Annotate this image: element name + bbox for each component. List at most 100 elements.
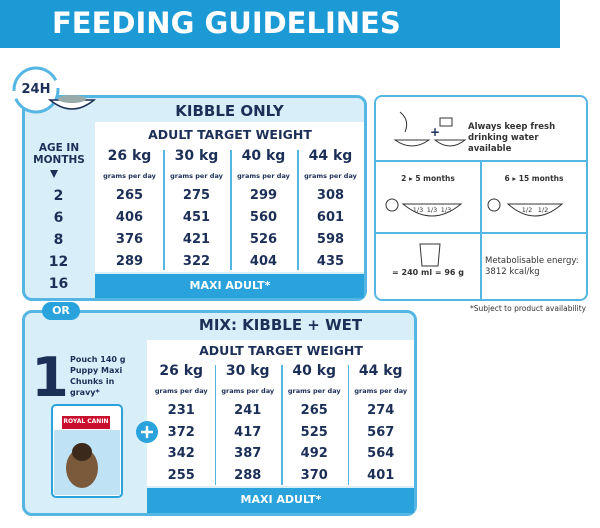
bowl-icon <box>47 99 97 110</box>
age: 8 <box>53 232 64 248</box>
kibble-icon <box>58 95 86 103</box>
age: 6 <box>53 210 64 226</box>
weight-header: 26 kg <box>107 148 152 164</box>
table-cell: 275 <box>182 188 211 203</box>
age-range: 2 ▸ 5 months <box>401 174 455 183</box>
footer-label: MAXI ADULT* <box>189 279 271 292</box>
table-cell: 322 <box>182 254 211 269</box>
unit-label: grams per day <box>354 387 408 395</box>
unit-label: grams per day <box>237 172 290 180</box>
column-divider <box>297 150 299 270</box>
table-cell: 406 <box>115 210 144 225</box>
tap-icon <box>439 117 453 127</box>
or-badge: OR <box>42 302 80 320</box>
puppy-image <box>66 448 98 488</box>
footer-label: MAXI ADULT* <box>240 493 322 506</box>
table-cell: 421 <box>182 232 211 247</box>
water-tip: Always keep fresh drinking water availab… <box>468 122 556 154</box>
table-cell: 289 <box>115 254 144 269</box>
table-title: ADULT TARGET WEIGHT <box>148 127 312 142</box>
panel-title: MIX: KIBBLE + WET <box>198 316 363 334</box>
plus-sign: + <box>430 125 440 139</box>
table-cell: 417 <box>234 424 262 440</box>
sun-icon <box>385 198 399 212</box>
table-cell: 274 <box>367 403 395 418</box>
table-cell: 255 <box>167 467 195 483</box>
page-title: FEEDING GUIDELINES <box>52 6 401 40</box>
weight-header: 44 kg <box>358 363 403 379</box>
weight-header: 44 kg <box>308 148 353 164</box>
arrow-down <box>50 170 58 178</box>
weight-header: 30 kg <box>225 363 270 379</box>
column-divider <box>230 150 232 270</box>
table-cell: 598 <box>316 232 345 247</box>
weight-header: 30 kg <box>174 148 219 164</box>
tips-panel <box>374 95 588 301</box>
table-cell: 299 <box>249 188 278 203</box>
unit-label: grams per day <box>304 172 357 180</box>
age: 16 <box>48 276 69 292</box>
bowl-icon <box>393 139 431 147</box>
table-cell: 370 <box>300 467 328 483</box>
age: 12 <box>48 254 69 270</box>
column-divider <box>347 365 349 485</box>
panel-title: KIBBLE ONLY <box>175 102 284 120</box>
table-cell: 564 <box>367 446 395 461</box>
table-cell: 560 <box>249 210 278 225</box>
table-cell: 241 <box>234 403 262 418</box>
pouch-text: Pouch 140 g Puppy Maxi Chunks in gravy* <box>70 355 126 397</box>
unit-label: grams per day <box>103 172 156 180</box>
table-cell: 342 <box>167 446 195 461</box>
bowl-icon <box>506 203 564 217</box>
column-divider <box>214 365 216 485</box>
sun-icon <box>487 198 501 212</box>
cup-icon <box>419 243 441 267</box>
table-cell: 372 <box>167 424 195 440</box>
table-cell: 525 <box>300 424 328 440</box>
brand: ROYAL CANIN <box>63 418 109 425</box>
table-cell: 265 <box>300 403 328 418</box>
divider <box>480 161 482 299</box>
unit-label: grams per day <box>221 387 275 395</box>
unit-label: grams per day <box>287 387 341 395</box>
footnote: *Subject to product availability <box>470 304 587 313</box>
header-banner <box>0 0 560 48</box>
table-cell: 387 <box>234 446 262 461</box>
table-title: ADULT TARGET WEIGHT <box>199 343 363 358</box>
portion: 1/2 <box>521 206 533 214</box>
weight-header: 40 kg <box>292 363 337 379</box>
unit-label: grams per day <box>170 172 223 180</box>
age: 2 <box>53 188 64 204</box>
portion: 1/2 <box>537 206 549 214</box>
energy: Metabolisable energy: 3812 kcal/kg <box>485 256 579 277</box>
mix-footer-bar <box>147 488 414 513</box>
table-cell: 288 <box>234 467 262 483</box>
table-cell: 401 <box>367 467 395 483</box>
plus-sign <box>141 426 153 438</box>
table-cell: 567 <box>367 424 395 440</box>
pouch-count: 1 <box>31 346 69 409</box>
badge: 24H <box>21 82 51 97</box>
portion: 1/3 <box>426 206 438 214</box>
unit-label: grams per day <box>154 387 208 395</box>
table-cell: 601 <box>316 210 345 225</box>
table-cell: 308 <box>316 188 345 203</box>
table-cell: 404 <box>249 254 278 269</box>
portion: 1/3 <box>412 206 424 214</box>
table-cell: 231 <box>167 403 195 418</box>
bowl-icon <box>433 139 467 147</box>
moon-icon <box>464 198 474 213</box>
moon-icon <box>566 198 576 213</box>
kibble-footer-bar <box>95 274 364 298</box>
table-cell: 492 <box>300 446 328 461</box>
mix-table-bg <box>147 340 414 486</box>
age-range: 6 ▸ 15 months <box>504 174 564 183</box>
measure: = 240 ml = 96 g <box>392 268 464 277</box>
portion: 1/3 <box>440 206 452 214</box>
weight-header: 26 kg <box>159 363 204 379</box>
table-cell: 451 <box>182 210 211 225</box>
column-divider <box>281 365 283 485</box>
badge-circle <box>12 66 60 114</box>
